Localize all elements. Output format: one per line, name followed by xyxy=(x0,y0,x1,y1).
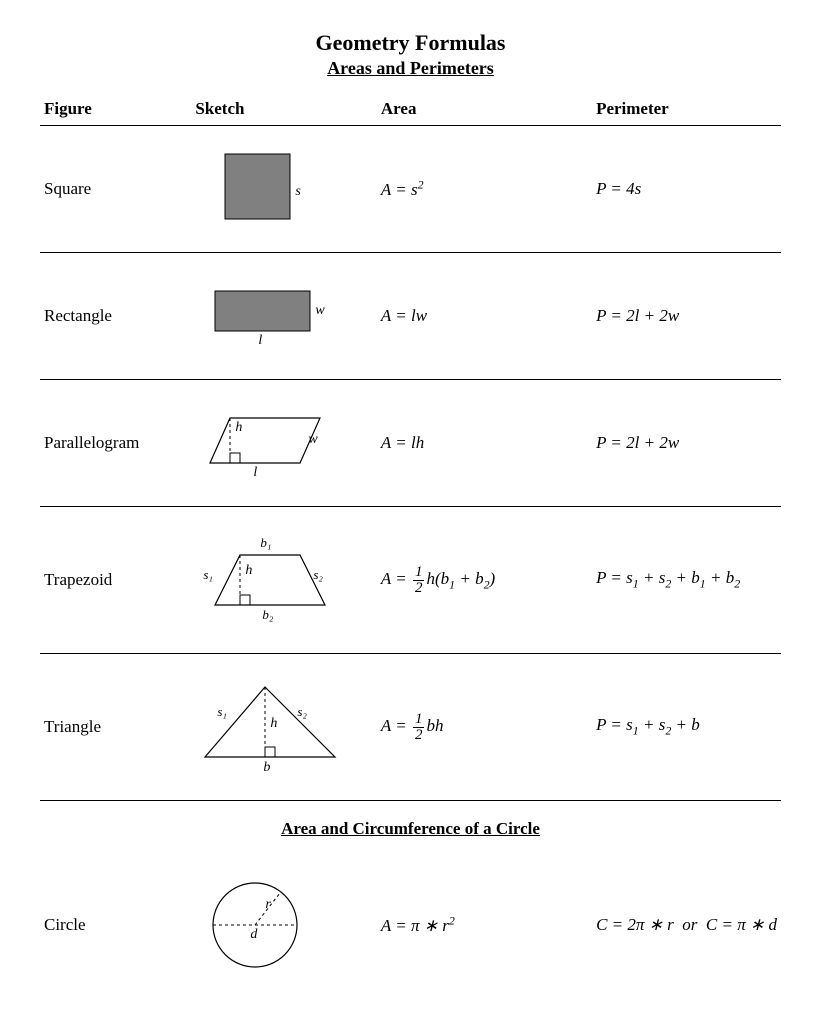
area-square: A = s2 xyxy=(381,180,424,199)
triangle-s2-label: s₂ xyxy=(297,704,307,720)
figure-name-trapezoid: Trapezoid xyxy=(40,507,191,654)
header-sketch: Sketch xyxy=(191,93,377,126)
sketch-circle: r d xyxy=(191,857,377,993)
figure-name-square: Square xyxy=(40,126,191,253)
area-triangle: A = 12bh xyxy=(381,716,444,735)
triangle-b-label: b xyxy=(263,760,270,776)
parallelogram-icon xyxy=(195,398,355,488)
figure-name-parallelogram: Parallelogram xyxy=(40,380,191,507)
row-trapezoid: Trapezoid b₁ b₂ s₁ s₂ h A = 12h(b1 + b2)… xyxy=(40,507,781,654)
area-trapezoid: A = 12h(b1 + b2) xyxy=(381,569,495,588)
section2-title: Area and Circumference of a Circle xyxy=(40,801,781,858)
perimeter-triangle: P = s1 + s2 + b xyxy=(596,715,700,734)
area-parallelogram: A = lh xyxy=(381,433,424,452)
header-area: Area xyxy=(377,93,592,126)
figure-name-circle: Circle xyxy=(40,857,191,993)
rectangle-w-label: w xyxy=(315,303,324,319)
row-parallelogram: Parallelogram h w l A = lh P = 2l + 2w xyxy=(40,380,781,507)
circumference-circle: C = 2π ∗ r or C = π ∗ d xyxy=(596,915,777,934)
row-triangle: Triangle s₁ s₂ h b A = 12bh P = s1 + s2 … xyxy=(40,654,781,801)
sketch-triangle: s₁ s₂ h b xyxy=(191,654,377,801)
trapezoid-b2-label: b₂ xyxy=(262,607,273,623)
perimeter-square: P = 4s xyxy=(596,179,641,198)
parallelogram-w-label: w xyxy=(308,432,317,448)
row-circle: Circle r d A = π ∗ r2 C = 2π ∗ r or C = … xyxy=(40,857,781,993)
area-rectangle: A = lw xyxy=(381,306,427,325)
row-square: Square s A = s2 P = 4s xyxy=(40,126,781,253)
sketch-parallelogram: h w l xyxy=(191,380,377,507)
header-figure: Figure xyxy=(40,93,191,126)
trapezoid-icon xyxy=(195,525,355,635)
parallelogram-h-label: h xyxy=(235,420,242,436)
triangle-s1-label: s₁ xyxy=(217,704,227,720)
circle-icon xyxy=(195,875,355,975)
header-perimeter: Perimeter xyxy=(592,93,781,126)
sketch-square: s xyxy=(191,126,377,253)
page-subtitle: Areas and Perimeters xyxy=(40,58,781,79)
table-header-row: Figure Sketch Area Perimeter xyxy=(40,93,781,126)
square-icon xyxy=(195,144,355,234)
perimeter-parallelogram: P = 2l + 2w xyxy=(596,433,679,452)
trapezoid-s1-label: s₁ xyxy=(203,567,213,583)
row-section2-header: Area and Circumference of a Circle xyxy=(40,801,781,858)
sketch-trapezoid: b₁ b₂ s₁ s₂ h xyxy=(191,507,377,654)
row-rectangle: Rectangle w l A = lw P = 2l + 2w xyxy=(40,253,781,380)
figure-name-rectangle: Rectangle xyxy=(40,253,191,380)
rectangle-icon xyxy=(195,271,355,361)
trapezoid-b1-label: b₁ xyxy=(260,535,271,551)
figure-name-triangle: Triangle xyxy=(40,654,191,801)
perimeter-rectangle: P = 2l + 2w xyxy=(596,306,679,325)
sketch-rectangle: w l xyxy=(191,253,377,380)
trapezoid-s2-label: s₂ xyxy=(313,567,323,583)
circle-r-label: r xyxy=(265,897,270,913)
area-circle: A = π ∗ r2 xyxy=(381,916,455,935)
perimeter-trapezoid: P = s1 + s2 + b1 + b2 xyxy=(596,568,740,587)
square-side-label: s xyxy=(295,184,300,200)
parallelogram-l-label: l xyxy=(253,465,257,481)
triangle-h-label: h xyxy=(270,716,277,732)
rectangle-l-label: l xyxy=(258,333,262,349)
circle-d-label: d xyxy=(250,927,257,943)
page-title: Geometry Formulas xyxy=(40,30,781,56)
trapezoid-h-label: h xyxy=(245,563,252,579)
formulas-table: Figure Sketch Area Perimeter Square s A … xyxy=(40,93,781,993)
